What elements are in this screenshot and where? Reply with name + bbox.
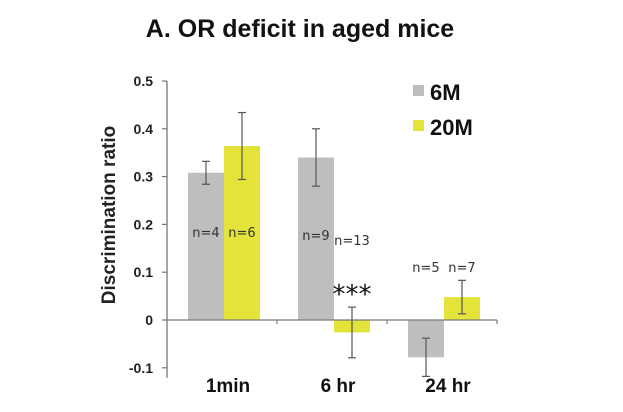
n-label: n=9	[302, 229, 329, 244]
y-axis: -0.1 0 0.1 0.2 0.3 0.4 0.5	[129, 73, 167, 376]
x-tick-label: 24 hr	[425, 376, 471, 397]
y-tick-label: 0.5	[134, 73, 154, 89]
x-tick-label: 1min	[206, 376, 250, 397]
chart-title: A. OR deficit in aged mice	[146, 15, 454, 43]
n-label: n=13	[334, 234, 370, 249]
n-label: n=4	[192, 226, 219, 241]
n-label: n=6	[228, 226, 255, 241]
bar-6M-1min	[188, 172, 224, 320]
n-label: n=7	[448, 261, 475, 276]
y-tick-label: 0.3	[134, 169, 154, 185]
y-tick-label: 0	[145, 312, 153, 328]
y-tick-label: 0.2	[134, 216, 154, 232]
significance-marker: ***	[333, 280, 372, 310]
y-axis-label: Discrimination ratio	[99, 126, 120, 304]
y-tick-label: 0.1	[134, 264, 154, 280]
y-tick-label: 0.4	[134, 121, 154, 137]
x-tick-label: 6 hr	[321, 376, 356, 397]
bars-group: n=4 n=9 n=5 n=6 n=13 n=7 ***	[188, 111, 480, 378]
legend-label-6M: 6M	[430, 80, 461, 105]
y-tick-label: -0.1	[129, 360, 153, 376]
x-axis: 1min 6 hr 24 hr	[206, 376, 471, 397]
n-label: n=5	[412, 261, 439, 276]
legend-swatch-6M	[413, 85, 424, 96]
legend-label-20M: 20M	[430, 115, 473, 140]
legend-swatch-20M	[413, 120, 424, 131]
axes-lines	[166, 81, 498, 378]
